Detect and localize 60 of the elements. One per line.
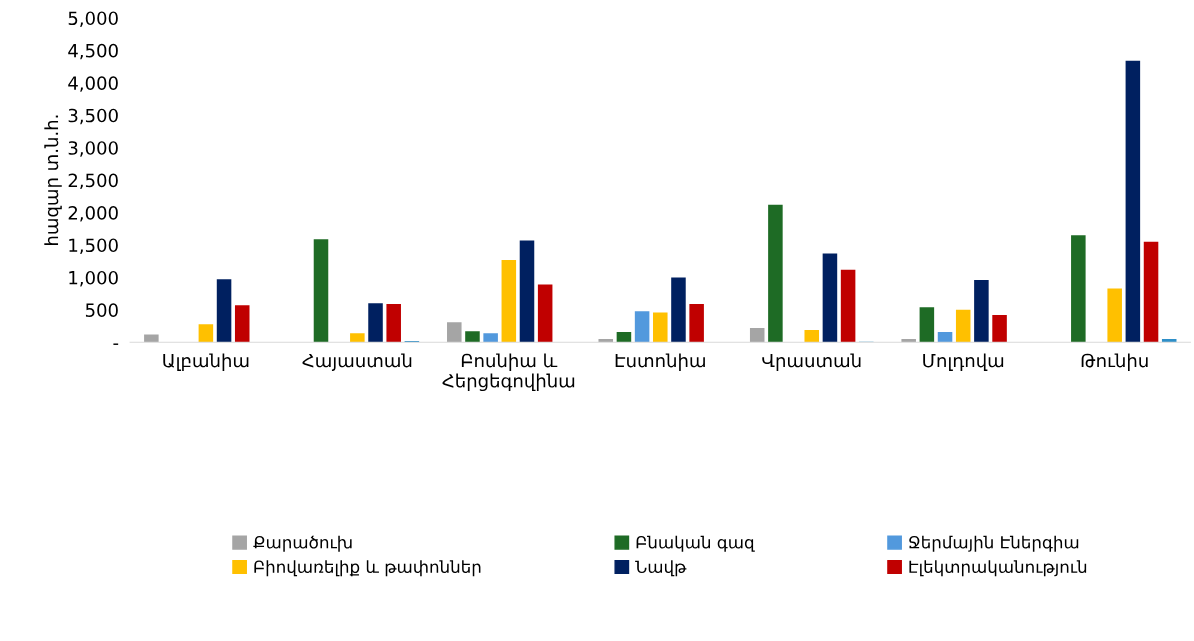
bar [537,284,553,343]
legend-label: Բիովառելիք և թափոններ [254,560,481,577]
bar [653,312,668,343]
bar [901,339,916,343]
x-tick-label: Բոսնիա և Հերցեգովինա [442,353,575,392]
x-tick-label: Հայաստան [302,353,412,371]
y-tick-label: 5,000 [68,11,118,27]
bar [840,269,856,343]
y-tick-label: 3,500 [68,108,118,125]
y-tick-label: 500 [85,303,118,317]
bar [616,331,632,343]
legend-label: Էլեկտրականություն [909,560,1087,577]
x-tick-label: Թունիս [1081,353,1148,371]
x-tick-label: Վրաստան [762,353,861,371]
bar [313,239,329,343]
bar [234,305,250,343]
bar [919,307,935,343]
y-tick-label: 3,000 [68,141,118,157]
y-tick-label: - [113,343,119,345]
bar [992,315,1007,343]
bar [1071,235,1086,343]
legend-label: Քարածուխ [253,535,352,552]
bar [804,329,820,343]
y-tick-label: 2,000 [68,206,118,222]
y-tick-label: 1,500 [69,238,118,254]
bar [1107,288,1122,343]
bar [1125,60,1141,343]
bar [216,279,232,343]
y-tick-label: 4,000 [68,76,118,92]
bar [144,334,159,343]
y-tick-label: 4,500 [68,43,118,60]
bar [447,322,462,343]
bar [519,240,535,343]
bar [483,333,498,343]
x-tick-label: Մոլդովա [923,353,1004,371]
bar [386,304,401,343]
bar [598,339,614,343]
bar [368,303,383,343]
bar [671,277,686,343]
y-tick-label: 1,000 [69,270,118,287]
bar [689,304,704,343]
bar [634,311,650,343]
y-axis-title: հազար տ.ն.հ. [44,115,62,245]
bar [465,331,480,343]
x-tick-label: Էստոնիա [615,353,705,371]
bar [768,204,783,343]
x-tick-label: Ալբանիա [163,353,249,371]
bar [198,324,214,343]
bar [974,280,989,343]
bar [350,333,365,343]
legend-label: Նավթ [635,560,687,577]
bar [501,259,517,343]
bar [749,328,765,343]
bar [937,331,953,343]
legend-label: Բնական գազ [636,535,755,552]
legend-label: Ջերմային Էներգիա [909,535,1079,552]
y-tick-label: 2,500 [68,173,118,190]
bar [1143,241,1159,343]
bar [822,253,838,343]
bar [955,309,971,343]
